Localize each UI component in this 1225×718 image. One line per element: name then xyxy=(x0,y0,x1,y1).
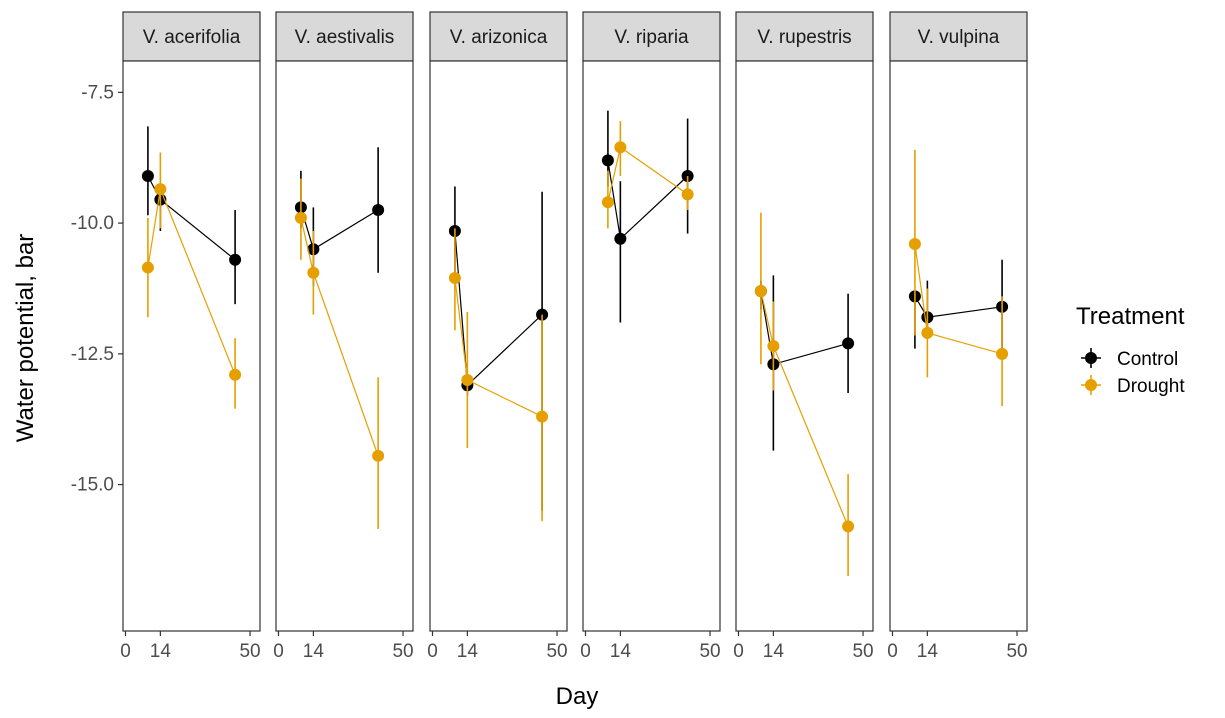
data-point xyxy=(536,410,549,423)
data-point xyxy=(229,368,242,381)
x-tick-label: 0 xyxy=(887,641,898,662)
facet-v-riparia: V. riparia 0 14 50 xyxy=(580,11,721,662)
data-point xyxy=(154,183,167,196)
x-tick-label: 14 xyxy=(917,641,939,662)
data-point xyxy=(681,188,694,201)
strip-background xyxy=(735,11,874,62)
legend-keys: Control Drought xyxy=(1081,348,1185,397)
legend-label: Drought xyxy=(1117,376,1185,397)
strip-label: V. riparia xyxy=(614,27,689,48)
y-axis-label: Water potential, bar xyxy=(12,234,39,443)
x-tick-label: 0 xyxy=(733,641,744,662)
x-tick-label: 50 xyxy=(239,641,260,662)
x-tick-label: 50 xyxy=(1006,641,1027,662)
panel-border xyxy=(429,60,568,632)
strip-label: V. acerifolia xyxy=(143,27,241,48)
legend-key-control: Control xyxy=(1081,348,1178,370)
y-tick-label: -7.5 xyxy=(81,82,114,103)
panel-border xyxy=(582,60,721,632)
panel-border xyxy=(122,60,261,632)
legend-point xyxy=(1085,352,1097,364)
data-point xyxy=(372,449,385,462)
data-point xyxy=(996,347,1009,360)
x-tick-label: 14 xyxy=(610,641,632,662)
x-tick-label: 0 xyxy=(120,641,131,662)
x-tick-label: 14 xyxy=(303,641,325,662)
series-drought xyxy=(908,149,1009,407)
facet-v-acerifolia: V. acerifolia 0 14 50 xyxy=(120,11,261,662)
facet-v-rupestris: V. rupestris 0 14 50 xyxy=(733,11,874,662)
series-drought xyxy=(448,228,549,522)
data-point xyxy=(842,520,855,533)
y-tick-label: -10.0 xyxy=(71,213,114,234)
strip-background xyxy=(582,11,721,62)
strip-background xyxy=(122,11,261,62)
x-tick-label: 14 xyxy=(457,641,479,662)
data-point xyxy=(229,253,242,266)
strip-label: V. aestivalis xyxy=(295,27,395,48)
legend-key-drought: Drought xyxy=(1081,375,1185,397)
data-point xyxy=(294,211,307,224)
data-point xyxy=(307,266,320,279)
y-tick-label: -12.5 xyxy=(71,344,114,365)
panel-border xyxy=(889,60,1028,632)
legend-title: Treatment xyxy=(1076,303,1185,330)
series-drought xyxy=(294,178,385,530)
series-drought xyxy=(601,121,694,229)
data-point xyxy=(614,141,627,154)
strip-background xyxy=(429,11,568,62)
strip-label: V. arizonica xyxy=(450,27,548,48)
strip-background xyxy=(275,11,414,62)
data-point xyxy=(754,285,767,298)
data-point xyxy=(372,204,385,217)
y-tick-label: -15.0 xyxy=(71,475,114,496)
x-tick-label: 14 xyxy=(763,641,785,662)
strip-background xyxy=(889,11,1028,62)
strip-label: V. rupestris xyxy=(757,27,851,48)
x-tick-label: 50 xyxy=(392,641,413,662)
data-point xyxy=(601,196,614,209)
data-point xyxy=(601,154,614,167)
strip-label: V. vulpina xyxy=(918,27,1000,48)
legend-point xyxy=(1085,379,1097,391)
data-point xyxy=(614,232,627,245)
x-axis-label: Day xyxy=(556,683,599,710)
y-axis: -7.5 -10.0 -12.5 -15.0 xyxy=(71,82,123,496)
panel-border xyxy=(275,60,414,632)
legend: Treatment Control Drought xyxy=(1076,303,1185,397)
facet-v-aestivalis: V. aestivalis 0 14 50 xyxy=(273,11,414,662)
data-point xyxy=(767,340,780,352)
series-drought xyxy=(141,152,242,409)
x-tick-label: 0 xyxy=(580,641,591,662)
data-point xyxy=(461,373,474,386)
data-point xyxy=(908,238,921,251)
x-tick-label: 50 xyxy=(699,641,720,662)
data-point xyxy=(448,272,461,285)
x-tick-label: 50 xyxy=(852,641,873,662)
data-point xyxy=(141,170,154,183)
x-tick-label: 0 xyxy=(427,641,438,662)
legend-label: Control xyxy=(1117,349,1178,370)
x-tick-label: 50 xyxy=(546,641,567,662)
facet-v-vulpina: V. vulpina 0 14 50 xyxy=(887,11,1028,662)
series-drought xyxy=(754,212,855,577)
x-tick-label: 14 xyxy=(150,641,172,662)
data-point xyxy=(842,337,855,350)
data-point xyxy=(141,261,154,274)
x-tick-label: 0 xyxy=(273,641,284,662)
data-point xyxy=(921,326,934,339)
facet-v-arizonica: V. arizonica 0 14 50 xyxy=(427,11,568,662)
